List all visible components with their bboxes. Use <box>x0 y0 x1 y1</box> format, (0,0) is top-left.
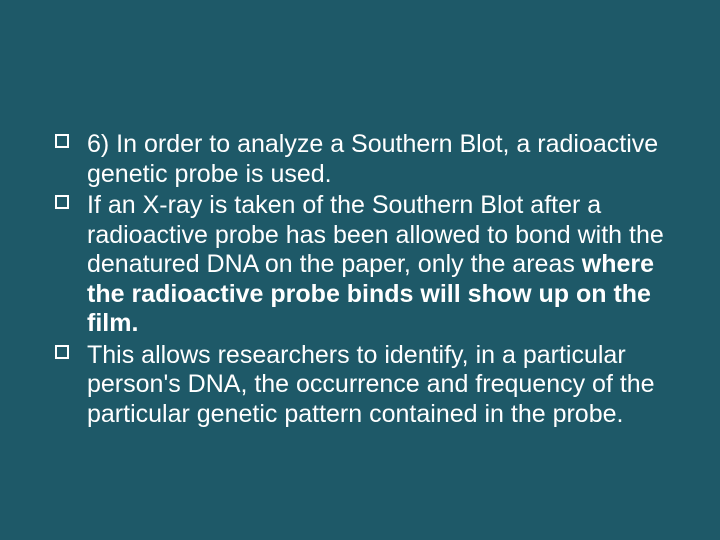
slide: 6) In order to analyze a Southern Blot, … <box>0 0 720 540</box>
square-bullet-icon <box>55 345 69 359</box>
square-bullet-icon <box>55 195 69 209</box>
bullet-text: 6) In order to analyze a Southern Blot, … <box>87 130 658 188</box>
bullet-list: 6) In order to analyze a Southern Blot, … <box>55 130 665 429</box>
list-item: 6) In order to analyze a Southern Blot, … <box>55 130 665 189</box>
bullet-text: This allows researchers to identify, in … <box>87 341 655 428</box>
bullet-text: If an X-ray is taken of the Southern Blo… <box>87 191 664 278</box>
list-item: If an X-ray is taken of the Southern Blo… <box>55 191 665 339</box>
list-item: This allows researchers to identify, in … <box>55 341 665 430</box>
square-bullet-icon <box>55 134 69 148</box>
